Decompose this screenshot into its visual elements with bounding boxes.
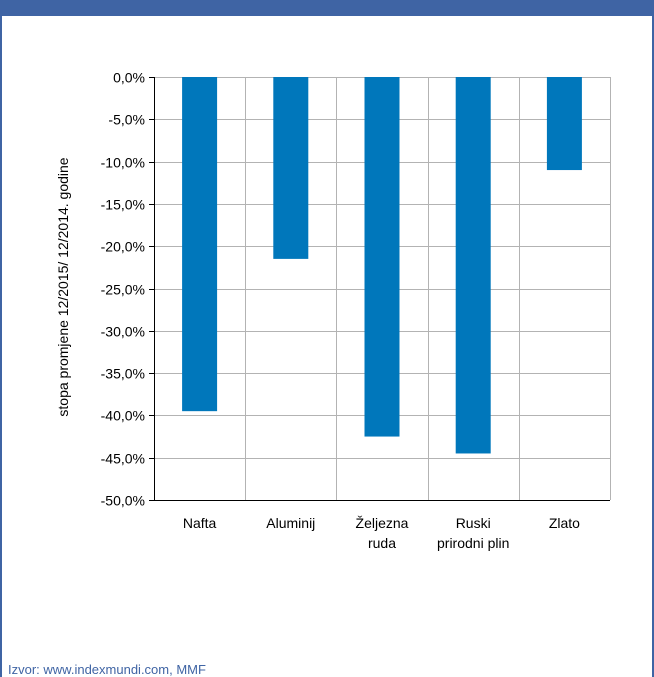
bar	[364, 77, 400, 437]
bar	[455, 77, 491, 454]
header-bar	[0, 0, 654, 16]
y-tick-labels: 0,0% -5,0% -10,0% -15,0% -20,0% -25,0% -30,0% -…	[101, 70, 145, 509]
y-tick-label: -5,0%	[108, 112, 145, 128]
frame-border-left	[0, 16, 2, 677]
axes	[149, 77, 610, 501]
y-tick-label: -40,0%	[101, 408, 145, 424]
bar	[546, 77, 582, 171]
y-tick-label: -25,0%	[101, 282, 145, 298]
bar-chart: 0,0% -5,0% -10,0% -15,0% -20,0% -25,0% -30,0% -…	[55, 70, 611, 551]
y-tick-label: -50,0%	[101, 493, 145, 509]
x-tick-label: Ruski prirodni plin	[437, 515, 509, 551]
x-tick-labels: Nafta Aluminij Željezna ruda Ruski prirodni p…	[183, 515, 580, 551]
y-tick-label: -20,0%	[101, 239, 145, 255]
y-tick-label: -15,0%	[101, 197, 145, 213]
y-tick-label: 0,0%	[113, 70, 145, 86]
y-tick-label: -35,0%	[101, 366, 145, 382]
x-tick-label: Aluminij	[266, 515, 315, 531]
bar	[273, 77, 309, 259]
x-tick-label: Nafta	[183, 515, 217, 531]
y-tick-label: -30,0%	[101, 324, 145, 340]
bar	[182, 77, 218, 412]
x-tick-label: Zlato	[549, 515, 580, 531]
y-tick-label: -10,0%	[101, 155, 145, 171]
y-axis-label: stopa promjene 12/2015/ 12/2014. godine	[55, 157, 71, 416]
source-note: Izvor: www.indexmundi.com, MMF	[8, 662, 206, 677]
frame-border-right	[652, 16, 654, 677]
bars	[182, 77, 582, 454]
x-tick-label: Željezna ruda	[356, 515, 409, 551]
y-tick-label: -45,0%	[101, 451, 145, 467]
